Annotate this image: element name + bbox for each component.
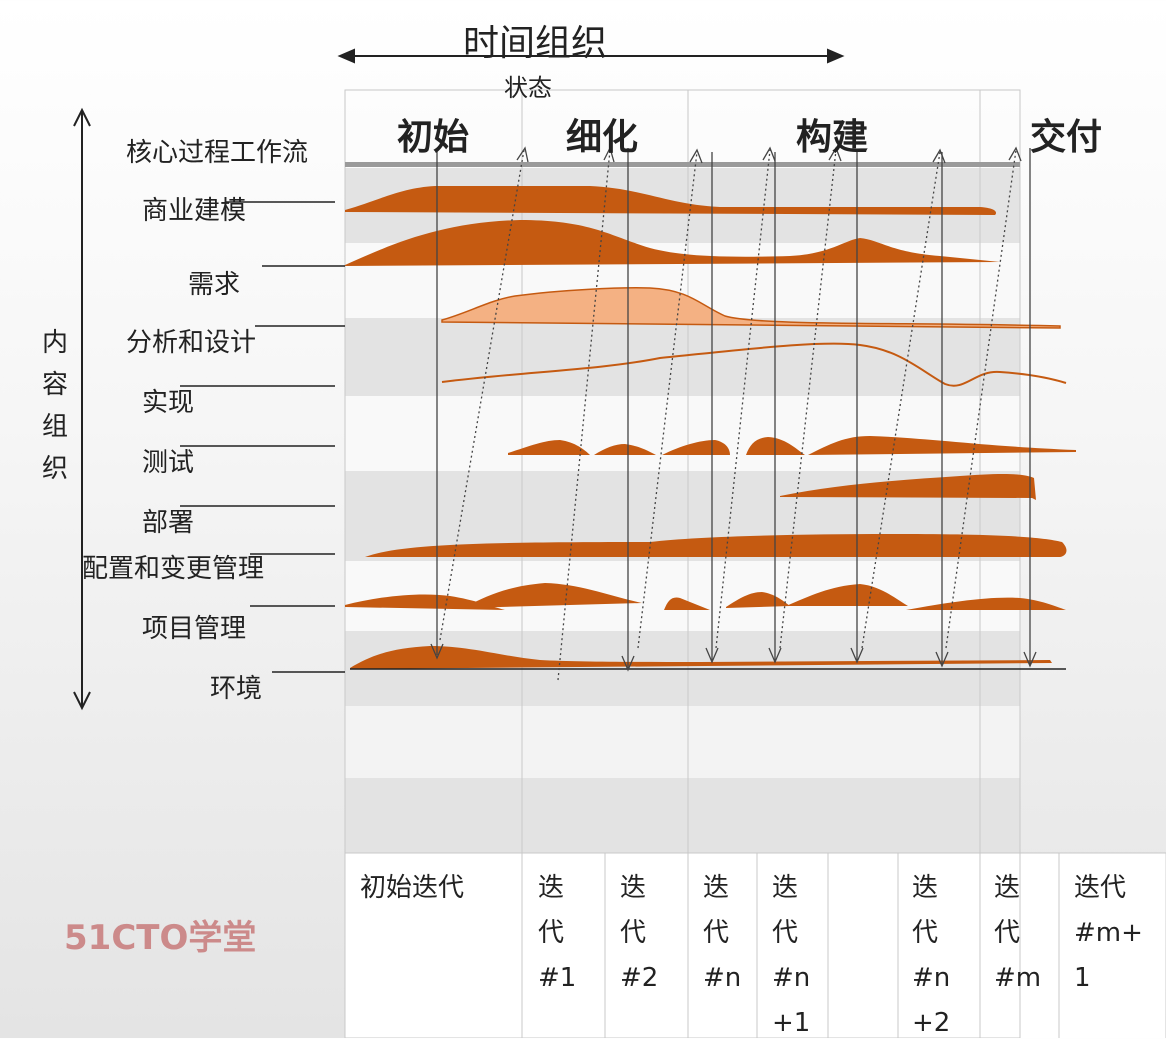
iteration-down-arrows (436, 148, 1031, 668)
core-workflow-header: 核心过程工作流 (126, 138, 309, 168)
iteration-n-plus-1: 迭代 #n +1 (772, 873, 811, 1038)
logo-text: 学堂 (188, 918, 257, 958)
workload-curves (345, 186, 1076, 669)
workflow-implementation: 实现 (142, 388, 195, 418)
content-org-char: 容 (42, 370, 69, 400)
workflow-test: 测试 (142, 448, 195, 478)
workflow-environment: 环境 (210, 674, 263, 704)
logo: 51CTO学堂 (64, 910, 256, 959)
iteration-up-dotted-arrows (439, 149, 1017, 681)
grid-lines (344, 89, 1166, 1038)
test-curve-3 (662, 440, 730, 455)
band (345, 778, 1020, 853)
project-mgmt-curve-3 (664, 597, 710, 610)
iteration-m-plus-1: 迭代 #m+ 1 (1074, 873, 1143, 993)
workflow-config-change: 配置和变更管理 (82, 554, 265, 584)
time-organization-title: 时间组织 (463, 23, 608, 64)
project-mgmt-curve-2 (465, 583, 642, 608)
state-label: 状态 (504, 74, 552, 102)
project-mgmt-curve-5 (786, 584, 908, 606)
workflow-requirements: 需求 (188, 270, 241, 300)
band (345, 706, 1020, 778)
project-mgmt-curve-1 (345, 594, 505, 610)
requirements-curve (345, 220, 1000, 266)
workflow-deployment: 部署 (142, 508, 195, 538)
band (345, 561, 1020, 631)
project-mgmt-curve-4 (726, 592, 790, 608)
phase-transition: 交付 (1030, 117, 1103, 158)
workflow-project-management: 项目管理 (142, 614, 247, 644)
iteration-up-arrowheads (516, 146, 1022, 164)
iteration-2: 迭代 #2 (620, 873, 659, 993)
iteration-n-plus-2: 迭代 #n +2 (912, 873, 951, 1038)
workflow-business-modeling: 商业建模 (142, 196, 247, 226)
phase-inception: 初始 (397, 117, 470, 158)
label-leader-lines (180, 201, 345, 673)
iteration-m: 迭代 #m (994, 873, 1042, 993)
iteration-down-arrowheads (430, 643, 1037, 672)
logo-number: 51CTO (64, 918, 189, 958)
time-axis-arrow (337, 48, 845, 64)
business-modeling-curve (345, 186, 997, 215)
project-mgmt-curve-6 (906, 597, 1066, 610)
header-divider (345, 162, 1020, 167)
environment-curve (350, 646, 1052, 669)
analysis-design-curve (441, 287, 1061, 329)
band (345, 853, 1165, 1038)
phase-elaboration: 细化 (566, 117, 639, 158)
content-axis-arrow (73, 107, 91, 711)
iteration-initial: 初始迭代 (360, 873, 465, 903)
test-curve-1 (508, 440, 590, 455)
band (345, 396, 1020, 471)
content-org-char: 组 (42, 412, 69, 442)
test-curve-2 (594, 444, 656, 455)
implementation-curve (441, 342, 1067, 387)
content-org-char: 织 (42, 454, 69, 484)
iteration-1: 迭代 #1 (538, 873, 577, 993)
band (345, 318, 1020, 396)
deployment-curve (780, 474, 1036, 500)
phase-construction: 构建 (796, 117, 869, 158)
config-change-curve (365, 534, 1067, 557)
content-org-char: 内 (42, 328, 69, 358)
iteration-n: 迭代 #n (703, 873, 742, 993)
workflow-analysis-design: 分析和设计 (126, 328, 257, 358)
